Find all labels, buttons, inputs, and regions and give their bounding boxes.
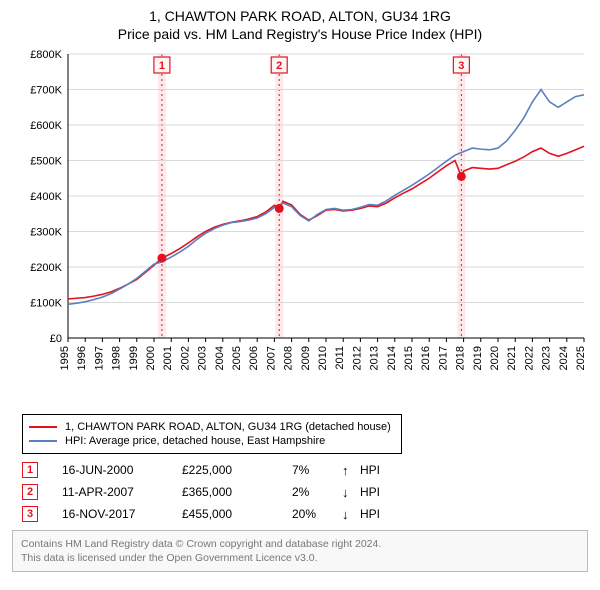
arrow-icon: ↓ xyxy=(342,485,360,500)
event-marker-2: 2 xyxy=(22,484,38,500)
footnote-line-1: Contains HM Land Registry data © Crown c… xyxy=(21,537,579,551)
svg-text:£300K: £300K xyxy=(30,227,62,239)
svg-text:2010: 2010 xyxy=(317,346,329,370)
svg-text:2023: 2023 xyxy=(541,346,553,370)
svg-text:2005: 2005 xyxy=(231,346,243,370)
svg-text:2015: 2015 xyxy=(403,346,415,370)
svg-text:1998: 1998 xyxy=(111,346,123,370)
svg-text:1: 1 xyxy=(159,60,165,72)
svg-text:2012: 2012 xyxy=(351,346,363,370)
svg-text:£700K: £700K xyxy=(30,85,62,97)
svg-text:2018: 2018 xyxy=(455,346,467,370)
svg-text:2002: 2002 xyxy=(179,346,191,370)
event-marker-1: 1 xyxy=(22,462,38,478)
event-tag: HPI xyxy=(360,507,390,521)
svg-text:£100K: £100K xyxy=(30,298,62,310)
svg-text:1995: 1995 xyxy=(59,346,71,370)
arrow-icon: ↑ xyxy=(342,463,360,478)
title-line-2: Price paid vs. HM Land Registry's House … xyxy=(12,26,588,42)
table-row: 1 16-JUN-2000 £225,000 7% ↑ HPI xyxy=(12,462,588,478)
table-row: 3 16-NOV-2017 £455,000 20% ↓ HPI xyxy=(12,506,588,522)
svg-text:£500K: £500K xyxy=(30,156,62,168)
event-price: £455,000 xyxy=(182,507,292,521)
event-date: 11-APR-2007 xyxy=(62,485,182,499)
event-pct: 2% xyxy=(292,485,342,499)
svg-text:2006: 2006 xyxy=(248,346,260,370)
svg-text:£600K: £600K xyxy=(30,120,62,132)
svg-text:3: 3 xyxy=(458,60,464,72)
svg-text:2008: 2008 xyxy=(283,346,295,370)
svg-text:2003: 2003 xyxy=(197,346,209,370)
chart-title: 1, CHAWTON PARK ROAD, ALTON, GU34 1RG Pr… xyxy=(12,8,588,42)
event-pct: 7% xyxy=(292,463,342,477)
event-date: 16-NOV-2017 xyxy=(62,507,182,521)
svg-text:2011: 2011 xyxy=(334,346,346,370)
price-chart: £0 £100K £200K £300K £400K £500K £600K £700K £80… xyxy=(12,48,588,408)
chart-legend: 1, CHAWTON PARK ROAD, ALTON, GU34 1RG (d… xyxy=(22,414,402,454)
copyright-footnote: Contains HM Land Registry data © Crown c… xyxy=(12,530,588,572)
svg-text:2024: 2024 xyxy=(558,346,570,370)
event-marker-3: 3 xyxy=(22,506,38,522)
legend-label-address: 1, CHAWTON PARK ROAD, ALTON, GU34 1RG (d… xyxy=(65,421,391,433)
event-tag: HPI xyxy=(360,463,390,477)
svg-text:£800K: £800K xyxy=(30,49,62,61)
svg-text:2017: 2017 xyxy=(437,346,449,370)
legend-swatch-address xyxy=(29,426,57,428)
svg-text:2020: 2020 xyxy=(489,346,501,370)
svg-text:2013: 2013 xyxy=(369,346,381,370)
event-date: 16-JUN-2000 xyxy=(62,463,182,477)
svg-text:2007: 2007 xyxy=(265,346,277,370)
svg-text:2016: 2016 xyxy=(420,346,432,370)
footnote-line-2: This data is licensed under the Open Gov… xyxy=(21,551,579,565)
table-row: 2 11-APR-2007 £365,000 2% ↓ HPI xyxy=(12,484,588,500)
svg-text:2014: 2014 xyxy=(386,346,398,370)
title-line-1: 1, CHAWTON PARK ROAD, ALTON, GU34 1RG xyxy=(12,8,588,24)
event-price: £365,000 xyxy=(182,485,292,499)
svg-text:2000: 2000 xyxy=(145,346,157,370)
legend-swatch-hpi xyxy=(29,440,57,442)
svg-text:£400K: £400K xyxy=(30,191,62,203)
svg-text:1999: 1999 xyxy=(128,346,140,370)
legend-item-address: 1, CHAWTON PARK ROAD, ALTON, GU34 1RG (d… xyxy=(29,421,395,433)
legend-label-hpi: HPI: Average price, detached house, East… xyxy=(65,435,325,447)
legend-item-hpi: HPI: Average price, detached house, East… xyxy=(29,435,395,447)
event-tag: HPI xyxy=(360,485,390,499)
svg-text:2021: 2021 xyxy=(506,346,518,370)
sale-events-table: 1 16-JUN-2000 £225,000 7% ↑ HPI 2 11-APR… xyxy=(12,462,588,522)
svg-text:2001: 2001 xyxy=(162,346,174,370)
event-pct: 20% xyxy=(292,507,342,521)
svg-text:2: 2 xyxy=(276,60,282,72)
arrow-icon: ↓ xyxy=(342,507,360,522)
svg-text:£200K: £200K xyxy=(30,262,62,274)
event-price: £225,000 xyxy=(182,463,292,477)
svg-text:£0: £0 xyxy=(50,333,62,345)
svg-text:2025: 2025 xyxy=(575,346,587,370)
svg-text:2004: 2004 xyxy=(214,346,226,370)
svg-text:2019: 2019 xyxy=(472,346,484,370)
svg-text:1996: 1996 xyxy=(76,346,88,370)
svg-text:2009: 2009 xyxy=(300,346,312,370)
svg-text:2022: 2022 xyxy=(523,346,535,370)
svg-text:1997: 1997 xyxy=(93,346,105,370)
